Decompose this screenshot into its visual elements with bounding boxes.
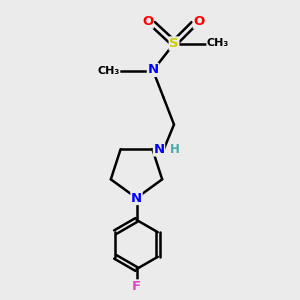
Text: F: F [132, 280, 141, 293]
Text: H: H [170, 143, 180, 156]
Text: CH₃: CH₃ [207, 38, 229, 49]
Text: O: O [142, 15, 153, 28]
Text: CH₃: CH₃ [98, 65, 120, 76]
Text: O: O [193, 15, 205, 28]
Text: N: N [153, 143, 165, 156]
Text: N: N [147, 63, 159, 76]
Text: S: S [169, 37, 179, 50]
Text: N: N [131, 191, 142, 205]
